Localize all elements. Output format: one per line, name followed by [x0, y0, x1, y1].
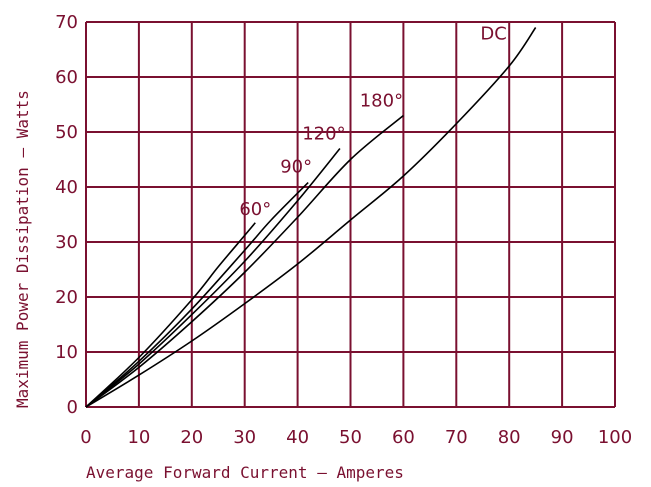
- x-tick-label: 50: [339, 427, 362, 448]
- x-axis-label: Average Forward Current – Amperes: [86, 463, 404, 482]
- x-tick-label: 20: [180, 427, 203, 448]
- y-axis-label: Maximum Power Dissipation – Watts: [13, 90, 32, 408]
- y-tick-label: 70: [55, 12, 78, 33]
- x-tick-label: 80: [498, 427, 521, 448]
- x-tick-label: 30: [233, 427, 256, 448]
- x-tick-label: 60: [392, 427, 415, 448]
- series-label-120-deg: 120°: [302, 124, 345, 145]
- y-tick-label: 30: [55, 232, 78, 253]
- x-tick-label: 90: [551, 427, 574, 448]
- y-tick-label: 60: [55, 67, 78, 88]
- x-tick-labels: 0 10 20 30 40 50 60 70 80 90 100: [80, 427, 632, 448]
- x-tick-label: 40: [286, 427, 309, 448]
- series-line-60-deg: [85, 222, 256, 408]
- series-curves: [85, 27, 537, 408]
- y-tick-label: 50: [55, 122, 78, 143]
- series-label-dc: DC: [480, 24, 506, 45]
- x-tick-label: 70: [445, 427, 468, 448]
- y-tick-labels: 0 10 20 30 40 50 60 70: [55, 12, 78, 418]
- series-label-60-deg: 60°: [239, 199, 271, 220]
- series-line-120-deg: [85, 147, 341, 408]
- x-tick-label: 0: [80, 427, 91, 448]
- grid: [85, 21, 616, 408]
- x-tick-label: 100: [598, 427, 632, 448]
- y-tick-label: 40: [55, 177, 78, 198]
- series-line-90-deg: [85, 182, 309, 408]
- series-label-180-deg: 180°: [360, 91, 403, 112]
- y-tick-label: 20: [55, 287, 78, 308]
- series-labels: 60° 90° 120° 180° DC: [239, 24, 507, 220]
- series-line-dc: [85, 27, 537, 408]
- x-tick-label: 10: [127, 427, 150, 448]
- series-label-90-deg: 90°: [280, 157, 312, 178]
- y-tick-label: 10: [55, 342, 78, 363]
- series-line-180-deg: [85, 114, 404, 408]
- y-tick-label: 0: [67, 397, 78, 418]
